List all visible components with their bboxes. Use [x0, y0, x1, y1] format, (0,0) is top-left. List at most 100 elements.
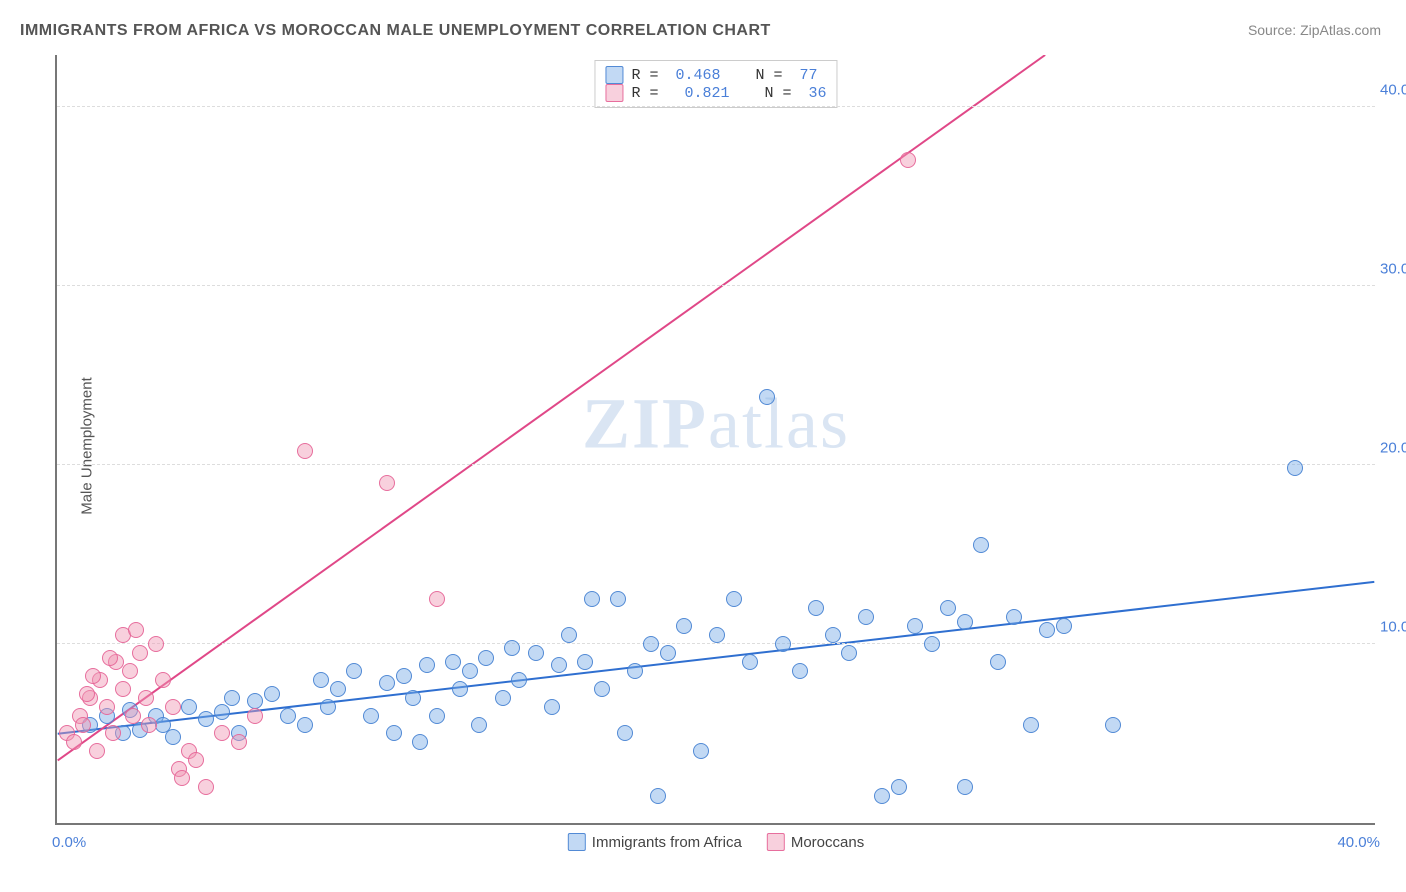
data-point	[141, 717, 157, 733]
x-tick-right: 40.0%	[1337, 834, 1380, 851]
gridline	[57, 464, 1375, 465]
data-point	[198, 779, 214, 795]
series-legend: Immigrants from Africa Moroccans	[568, 833, 864, 851]
data-point	[115, 681, 131, 697]
data-point	[122, 663, 138, 679]
data-point	[478, 650, 494, 666]
chart-title: IMMIGRANTS FROM AFRICA VS MOROCCAN MALE …	[20, 22, 771, 40]
data-point	[808, 600, 824, 616]
data-point	[346, 663, 362, 679]
data-point	[224, 690, 240, 706]
plot-area: ZIPatlas R = 0.468 N = 77 R = 0.821 N = …	[55, 55, 1375, 825]
data-point	[330, 681, 346, 697]
data-point	[75, 717, 91, 733]
data-point	[320, 699, 336, 715]
data-point	[471, 717, 487, 733]
data-point	[214, 704, 230, 720]
data-point	[102, 650, 118, 666]
data-point	[584, 591, 600, 607]
data-point	[386, 725, 402, 741]
data-point	[297, 443, 313, 459]
data-point	[247, 708, 263, 724]
data-point	[445, 654, 461, 670]
data-point	[650, 788, 666, 804]
y-tick: 40.0%	[1380, 81, 1406, 98]
data-point	[693, 743, 709, 759]
y-tick: 20.0%	[1380, 439, 1406, 456]
data-point	[165, 699, 181, 715]
data-point	[128, 622, 144, 638]
data-point	[231, 734, 247, 750]
data-point	[138, 690, 154, 706]
data-point	[89, 743, 105, 759]
data-point	[105, 725, 121, 741]
data-point	[1006, 609, 1022, 625]
data-point	[280, 708, 296, 724]
data-point	[610, 591, 626, 607]
data-point	[452, 681, 468, 697]
data-point	[504, 640, 520, 656]
gridline	[57, 643, 1375, 644]
data-point	[825, 627, 841, 643]
data-point	[495, 690, 511, 706]
data-point	[660, 645, 676, 661]
y-tick: 10.0%	[1380, 618, 1406, 635]
data-point	[297, 717, 313, 733]
data-point	[973, 537, 989, 553]
data-point	[264, 686, 280, 702]
data-point	[174, 770, 190, 786]
data-point	[874, 788, 890, 804]
data-point	[165, 729, 181, 745]
data-point	[858, 609, 874, 625]
data-point	[775, 636, 791, 652]
data-point	[627, 663, 643, 679]
data-point	[313, 672, 329, 688]
data-point	[188, 752, 204, 768]
data-point	[363, 708, 379, 724]
data-point	[891, 779, 907, 795]
x-tick-left: 0.0%	[52, 834, 86, 851]
data-point	[396, 668, 412, 684]
legend-row-blue: R = 0.468 N = 77	[605, 66, 826, 84]
data-point	[419, 657, 435, 673]
swatch-pink-icon	[767, 833, 785, 851]
data-point	[1105, 717, 1121, 733]
swatch-pink-icon	[605, 84, 623, 102]
data-point	[742, 654, 758, 670]
data-point	[957, 614, 973, 630]
data-point	[429, 708, 445, 724]
data-point	[462, 663, 478, 679]
data-point	[511, 672, 527, 688]
data-point	[99, 699, 115, 715]
watermark: ZIPatlas	[582, 382, 850, 465]
data-point	[841, 645, 857, 661]
swatch-blue-icon	[568, 833, 586, 851]
data-point	[405, 690, 421, 706]
data-point	[412, 734, 428, 750]
data-point	[148, 636, 164, 652]
legend-item-africa: Immigrants from Africa	[568, 833, 742, 851]
data-point	[676, 618, 692, 634]
gridline	[57, 106, 1375, 107]
data-point	[544, 699, 560, 715]
data-point	[379, 675, 395, 691]
legend-item-moroccans: Moroccans	[767, 833, 864, 851]
data-point	[379, 475, 395, 491]
data-point	[1056, 618, 1072, 634]
gridline	[57, 285, 1375, 286]
data-point	[198, 711, 214, 727]
data-point	[792, 663, 808, 679]
data-point	[577, 654, 593, 670]
data-point	[1039, 622, 1055, 638]
data-point	[429, 591, 445, 607]
data-point	[155, 672, 171, 688]
data-point	[759, 389, 775, 405]
data-point	[1023, 717, 1039, 733]
swatch-blue-icon	[605, 66, 623, 84]
data-point	[66, 734, 82, 750]
data-point	[990, 654, 1006, 670]
data-point	[900, 152, 916, 168]
data-point	[125, 708, 141, 724]
data-point	[617, 725, 633, 741]
data-point	[528, 645, 544, 661]
